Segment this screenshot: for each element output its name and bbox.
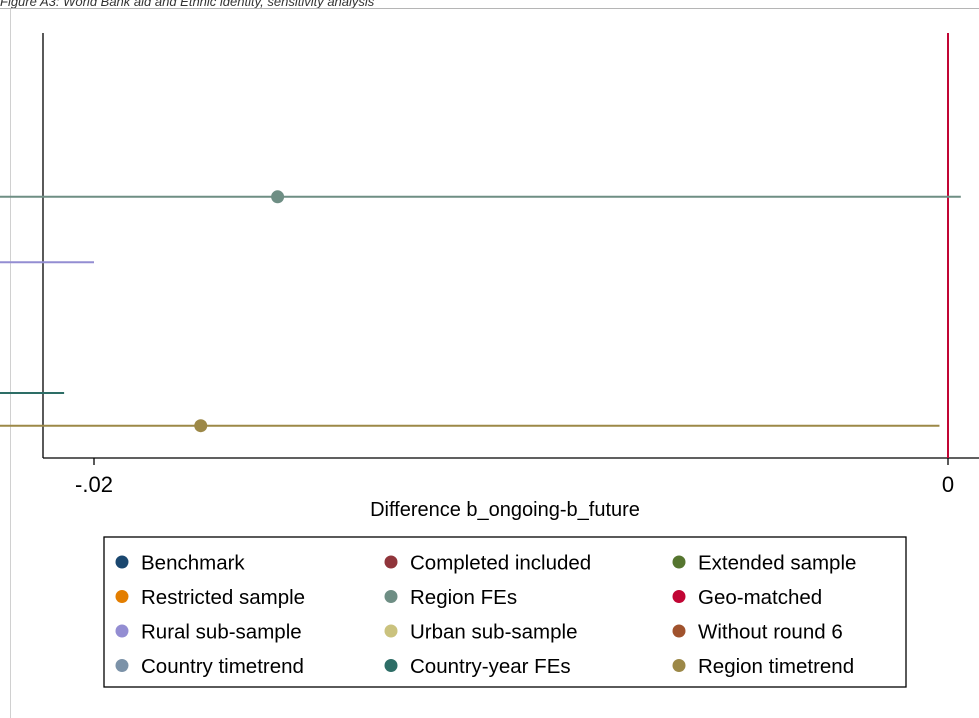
legend-marker [115,590,129,603]
legend-label: Without round 6 [698,621,843,644]
x-axis-label: Difference b_ongoing-b_future [370,499,640,521]
legend-label: Completed included [410,552,591,575]
legend-label: Country-year FEs [410,655,571,678]
x-axis-ticks: -.08-.06-.04-.020 [75,458,954,497]
legend-label: Region FEs [410,586,517,609]
caption-rule [0,8,979,9]
plot-axes [42,33,979,459]
legend-label: Region timetrend [698,655,854,678]
plot-marks [0,190,961,433]
legend-label: Geo-matched [698,586,822,609]
legend: Benchmark Completed included Extended samp… [103,536,907,688]
point-estimate [194,419,208,433]
legend-label: Rural sub-sample [141,621,302,644]
legend-marker [672,555,686,569]
page-left-rule [10,9,11,718]
legend-marker [384,555,398,569]
legend-marker [115,624,129,638]
legend-marker [115,555,129,569]
legend-marker [672,624,686,638]
legend-marker [672,659,686,672]
legend-marker [384,590,398,603]
legend-marker [672,590,686,603]
legend-label: Extended sample [698,552,856,575]
x-tick-label: -.02 [75,472,113,497]
legend-label: Benchmark [141,552,245,575]
figure-caption: Figure A3: World Bank aid and Ethnic ide… [0,0,375,9]
legend-label: Urban sub-sample [410,621,578,644]
legend-marker [384,659,398,672]
legend-marker [384,624,398,638]
legend-label: Restricted sample [141,586,305,609]
legend-box [103,536,907,688]
point-estimate [271,190,285,204]
legend-label: Country timetrend [141,655,304,678]
x-tick-label: 0 [942,472,954,497]
legend-marker [115,659,129,672]
